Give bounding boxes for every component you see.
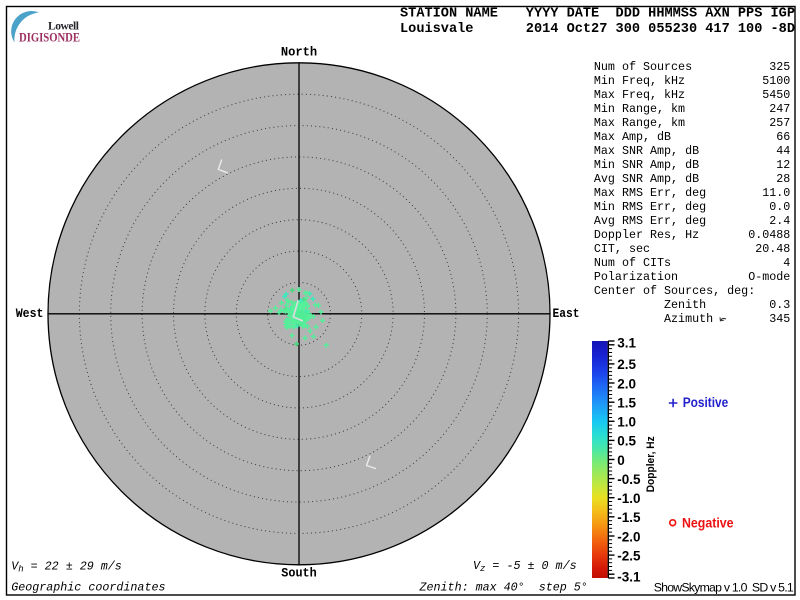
svg-text:Avg SNR Amp, dB 28: Avg SNR Amp, dB 28 [594,172,790,186]
svg-text:Zenith: max 40° step 5°: Zenith: max 40° step 5° [419,580,588,594]
svg-text:Positive: Positive [683,395,729,410]
svg-text:2014 Oct27 300 055230 417 100: 2014 Oct27 300 055230 417 100 -8D [526,22,795,37]
svg-text:3.1: 3.1 [617,336,636,351]
svg-text:Num of Sources 325: Num of Sources 325 [594,60,790,74]
svg-text:0.5: 0.5 [617,434,636,449]
svg-text:South: South [281,566,317,581]
svg-text:Doppler Res, Hz 0.0488: Doppler Res, Hz 0.0488 [594,228,790,242]
svg-text:-3.1: -3.1 [617,570,641,585]
svg-text:Polarization O-mode: Polarization O-mode [594,270,790,284]
svg-text:Avg RMS Err, deg 2.4: Avg RMS Err, deg 2.4 [594,214,790,228]
svg-text:Center of Sources, deg:: Center of Sources, deg: [594,284,755,298]
svg-text:2.0: 2.0 [617,376,636,391]
svg-text:Zenith 0.3: Zenith 0.3 [594,298,790,312]
svg-text:Vz = -5 ± 0 m/s: Vz = -5 ± 0 m/s [473,559,577,574]
svg-text:Vh = 22 ± 29 m/s: Vh = 22 ± 29 m/s [11,560,122,575]
svg-text:-1.0: -1.0 [617,491,640,506]
svg-text:Max SNR Amp, dB 44: Max SNR Amp, dB 44 [594,144,790,158]
svg-text:-2.0: -2.0 [617,529,640,544]
svg-text:2.5: 2.5 [617,357,636,372]
svg-text:Min Freq, kHz 5100: Min Freq, kHz 5100 [594,74,790,88]
svg-text:Num of CITs 4: Num of CITs 4 [594,256,790,270]
svg-text:Negative: Negative [682,516,734,531]
svg-text:North: North [281,45,317,60]
svg-text:West: West [16,306,44,321]
svg-text:Doppler, Hz: Doppler, Hz [645,436,657,492]
svg-text:DIGISONDE: DIGISONDE [19,31,80,45]
svg-text:Azimuth 345: Azimuth 345 [594,312,790,326]
svg-text:-1.5: -1.5 [617,510,641,525]
svg-text:Min SNR Amp, dB 12: Min SNR Amp, dB 12 [594,158,790,172]
svg-text:Louisvale: Louisvale [400,22,473,37]
svg-text:Max Freq, kHz 5450: Max Freq, kHz 5450 [594,88,790,102]
svg-text:STATION NAME: STATION NAME [400,7,498,22]
svg-text:ShowSkymap v 1.0 SD v 5.1: ShowSkymap v 1.0 SD v 5.1 [654,581,794,595]
svg-text:CIT, sec 20.48: CIT, sec 20.48 [594,242,790,256]
svg-text:Max Amp, dB 66: Max Amp, dB 66 [594,130,790,144]
svg-text:Max Range, km 257: Max Range, km 257 [594,116,790,130]
svg-text:Max RMS Err, deg 11.0: Max RMS Err, deg 11.0 [594,186,790,200]
svg-text:-2.5: -2.5 [617,548,641,563]
svg-text:-0.5: -0.5 [617,472,641,487]
svg-text:East: East [553,306,580,321]
svg-text:Lowell: Lowell [48,21,79,33]
svg-text:Min RMS Err, deg 0.0: Min RMS Err, deg 0.0 [594,200,790,214]
svg-text:YYYY DATE DDD HHMMSS AXN PPS: YYYY DATE DDD HHMMSS AXN PPS IGP [526,7,795,22]
svg-text:Min Range, km 247: Min Range, km 247 [594,102,790,116]
svg-text:1.5: 1.5 [617,396,636,411]
svg-text:0: 0 [617,453,625,468]
svg-text:1.0: 1.0 [617,415,636,430]
svg-text:Geographic coordinates: Geographic coordinates [11,581,165,595]
